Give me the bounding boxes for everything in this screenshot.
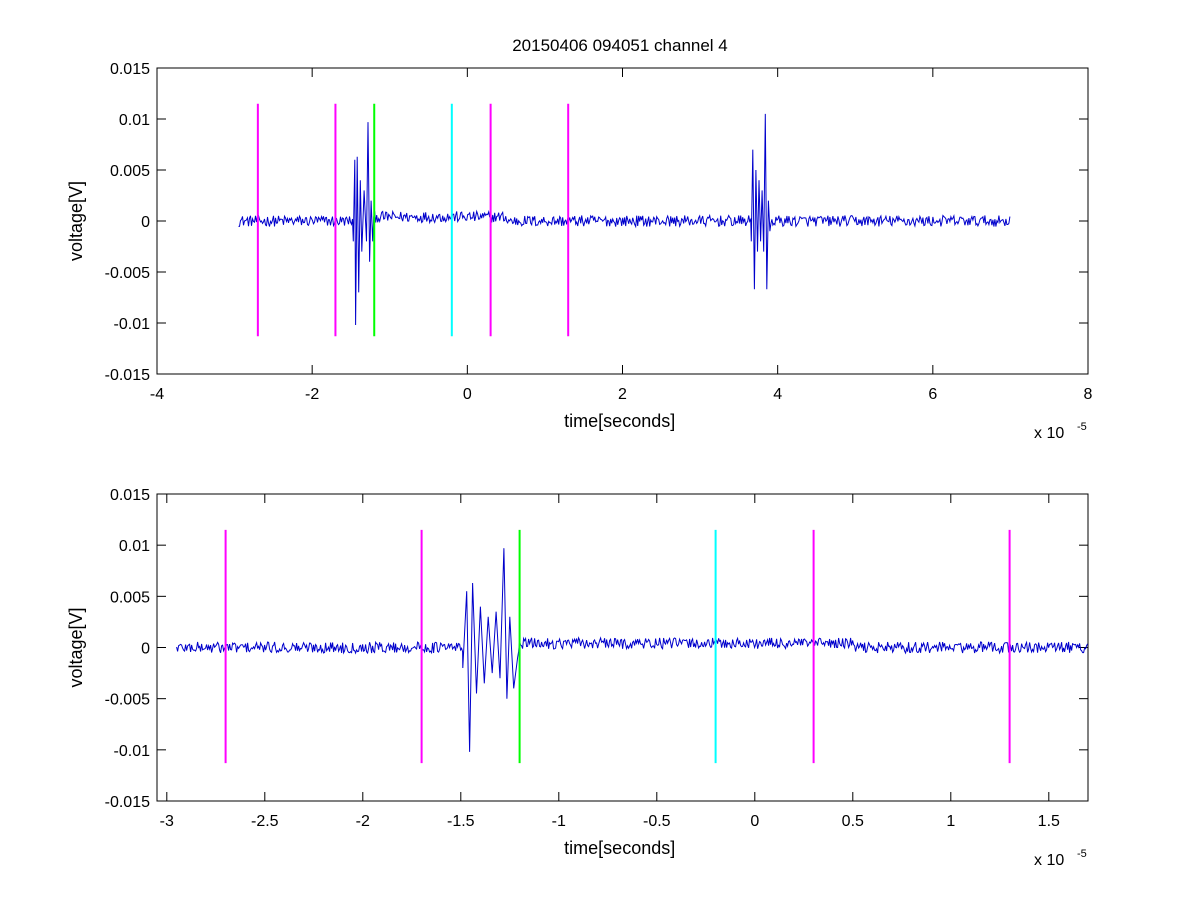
x-multiplier-label: x 10 [1034, 425, 1064, 442]
x-tick-label: -2.5 [251, 813, 279, 830]
bottom-axes: -3 -2.5 -2 -1.5 -1 -0.5 0 0.5 1 1.5 -0.015 -0.01 -0.… [66, 487, 1089, 869]
y-tick-label: 0 [141, 641, 150, 658]
signal-trace [176, 548, 1089, 752]
x-multiplier-exponent: -5 [1077, 421, 1087, 433]
y-tick-label: 0.005 [110, 163, 150, 180]
y-tick-label: 0 [141, 214, 150, 231]
x-tick-label: -3 [160, 813, 174, 830]
y-tick-label: -0.015 [105, 794, 150, 811]
x-tick-label: 4 [773, 386, 782, 403]
x-tick-label: 2 [618, 386, 627, 403]
x-tick-label: 1 [946, 813, 955, 830]
x-tick-label: 1.5 [1038, 813, 1060, 830]
x-tick-label: 0 [463, 386, 472, 403]
y-tick-label: -0.01 [114, 316, 151, 333]
y-axis-label: voltage[V] [66, 181, 86, 261]
x-tick-label: 8 [1084, 386, 1093, 403]
x-tick-label: -1.5 [447, 813, 475, 830]
x-multiplier-label: x 10 [1034, 852, 1064, 869]
x-multiplier-exponent: -5 [1077, 848, 1087, 860]
x-tick-label: 0.5 [842, 813, 864, 830]
top-axes: -4 -2 0 2 4 6 8 -0.015 -0.01 -0.005 0 0.005 0.01 0.01… [66, 61, 1093, 442]
y-tick-label: -0.015 [105, 367, 150, 384]
x-axis-label: time[seconds] [564, 838, 675, 858]
x-tick-label: -1 [552, 813, 566, 830]
y-tick-label: 0.005 [110, 589, 150, 606]
y-axis-label: voltage[V] [66, 607, 86, 687]
y-tick-label: -0.01 [114, 743, 151, 760]
signal-trace [238, 113, 1011, 326]
x-tick-label: -2 [356, 813, 370, 830]
x-tick-label: -4 [150, 386, 164, 403]
x-tick-label: 0 [750, 813, 759, 830]
y-tick-label: 0.01 [119, 112, 150, 129]
y-tick-label: -0.005 [105, 265, 150, 282]
figure-title: 20150406 094051 channel 4 [512, 36, 728, 55]
y-tick-label: -0.005 [105, 692, 150, 709]
x-axis-label: time[seconds] [564, 411, 675, 431]
x-tick-label: -2 [305, 386, 319, 403]
y-tick-label: 0.015 [110, 61, 150, 78]
y-tick-label: 0.015 [110, 487, 150, 504]
x-tick-label: 6 [928, 386, 937, 403]
x-tick-label: -0.5 [643, 813, 671, 830]
y-tick-label: 0.01 [119, 538, 150, 555]
